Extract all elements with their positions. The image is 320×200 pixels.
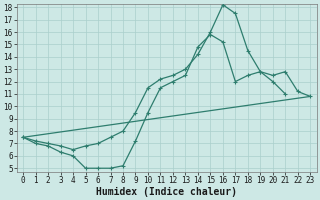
X-axis label: Humidex (Indice chaleur): Humidex (Indice chaleur): [96, 186, 237, 197]
